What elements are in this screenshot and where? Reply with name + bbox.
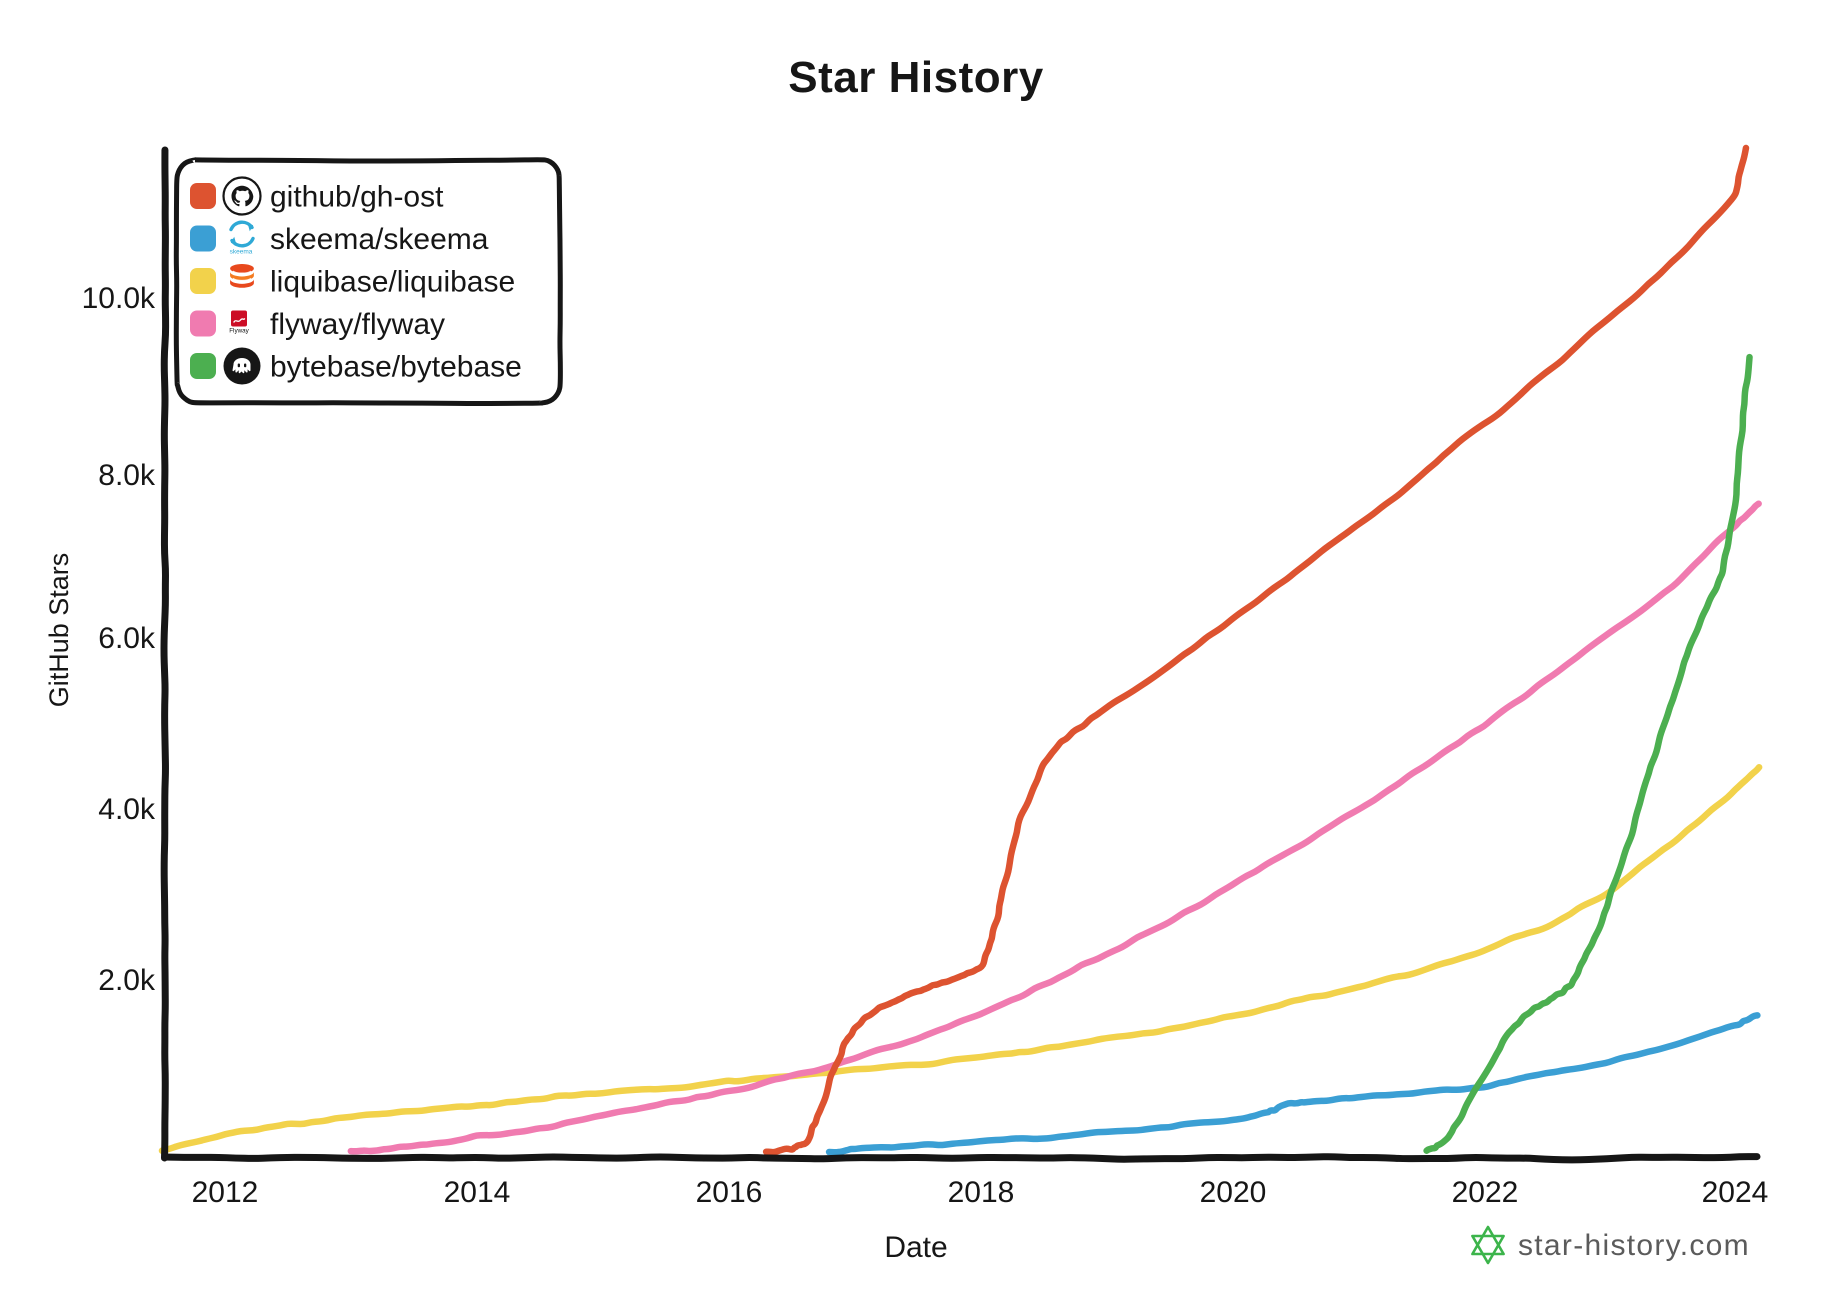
svg-text:6.0k: 6.0k	[98, 622, 156, 655]
svg-text:liquibase/liquibase: liquibase/liquibase	[270, 266, 515, 299]
svg-text:star-history.com: star-history.com	[1518, 1229, 1750, 1262]
svg-text:Flyway: Flyway	[229, 328, 249, 335]
svg-text:2024: 2024	[1702, 1176, 1769, 1209]
svg-text:2.0k: 2.0k	[98, 964, 156, 997]
svg-text:2018: 2018	[948, 1176, 1015, 1209]
svg-text:skeema/skeema: skeema/skeema	[270, 223, 489, 256]
svg-text:github/gh-ost: github/gh-ost	[270, 181, 444, 214]
svg-text:Star History: Star History	[788, 53, 1043, 102]
svg-text:8.0k: 8.0k	[98, 459, 156, 492]
svg-text:2020: 2020	[1200, 1176, 1267, 1209]
svg-text:2014: 2014	[444, 1176, 511, 1209]
svg-text:2012: 2012	[192, 1176, 259, 1209]
svg-text:Date: Date	[884, 1231, 947, 1264]
svg-text:bytebase/bytebase: bytebase/bytebase	[270, 351, 522, 384]
svg-text:GitHub Stars: GitHub Stars	[44, 553, 74, 708]
svg-text:10.0k: 10.0k	[82, 282, 156, 315]
svg-text:skeema: skeema	[230, 249, 253, 256]
svg-text:2022: 2022	[1452, 1176, 1519, 1209]
svg-text:flyway/flyway: flyway/flyway	[270, 308, 445, 341]
svg-text:2016: 2016	[696, 1176, 763, 1209]
svg-text:4.0k: 4.0k	[98, 793, 156, 826]
